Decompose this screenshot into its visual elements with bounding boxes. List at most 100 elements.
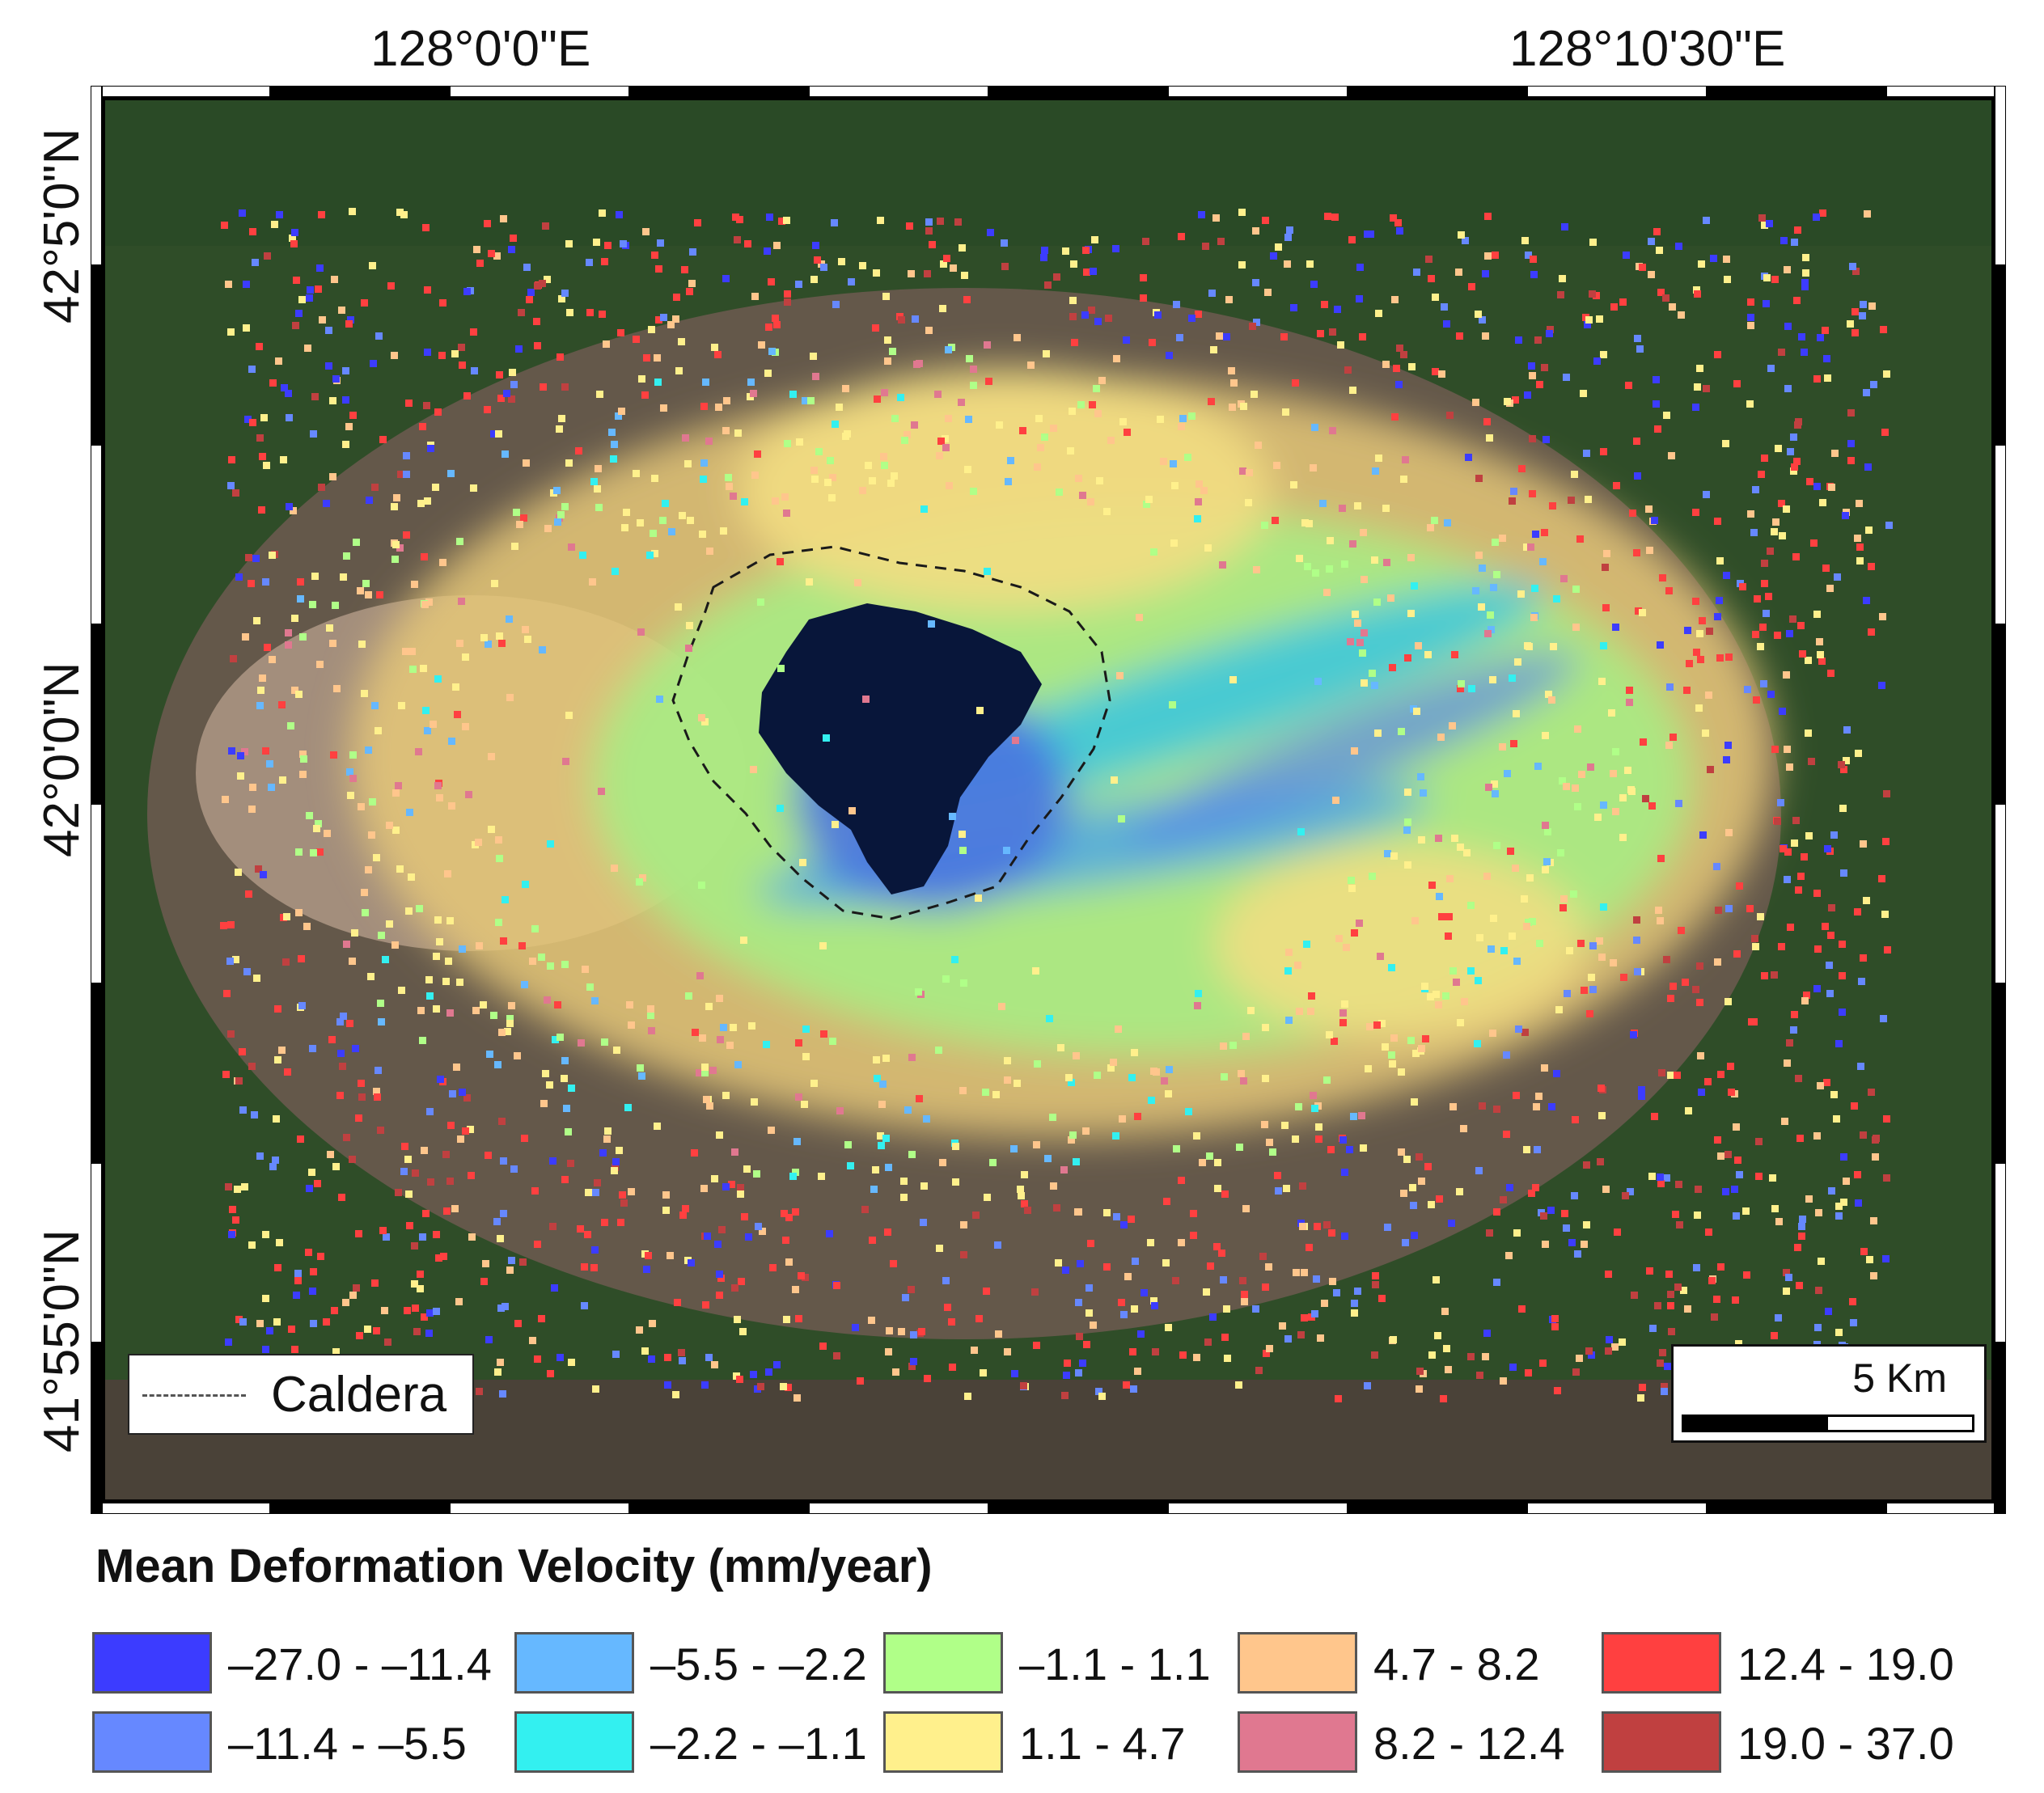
measurement-point xyxy=(1843,1178,1850,1185)
measurement-point xyxy=(361,690,368,697)
measurement-point xyxy=(1553,595,1560,603)
measurement-point xyxy=(462,653,469,661)
measurement-point xyxy=(1056,488,1063,496)
measurement-point xyxy=(1382,505,1390,512)
measurement-point xyxy=(493,1218,501,1225)
measurement-point xyxy=(1307,1008,1314,1015)
measurement-point xyxy=(722,275,730,282)
measurement-point xyxy=(964,1393,971,1400)
measurement-point xyxy=(1826,962,1833,969)
measurement-point xyxy=(1589,986,1597,993)
measurement-point xyxy=(575,447,582,455)
measurement-point xyxy=(1069,313,1077,320)
measurement-point xyxy=(737,1184,744,1191)
deformation-map[interactable] xyxy=(91,86,2006,1514)
measurement-point xyxy=(1395,381,1403,388)
measurement-point xyxy=(1694,290,1701,298)
measurement-point xyxy=(1746,905,1754,912)
measurement-point xyxy=(950,264,957,272)
measurement-point xyxy=(264,644,271,651)
measurement-point xyxy=(376,591,383,598)
measurement-point xyxy=(448,802,455,810)
measurement-point xyxy=(1835,1329,1843,1336)
measurement-point xyxy=(691,1149,698,1157)
measurement-point xyxy=(827,457,834,464)
measurement-point xyxy=(1649,1325,1657,1332)
measurement-point xyxy=(459,945,466,953)
measurement-point xyxy=(459,1089,466,1096)
measurement-point xyxy=(245,890,252,898)
measurement-point xyxy=(1479,1102,1486,1110)
measurement-point xyxy=(1540,1212,1547,1220)
measurement-point xyxy=(1636,345,1644,353)
measurement-point xyxy=(667,321,675,328)
measurement-point xyxy=(439,559,446,566)
measurement-point xyxy=(1223,1305,1230,1313)
measurement-point xyxy=(1236,1144,1243,1151)
measurement-point xyxy=(1714,613,1721,620)
measurement-point xyxy=(1224,1355,1231,1362)
measurement-point xyxy=(1559,777,1566,784)
measurement-point xyxy=(910,1331,917,1338)
measurement-point xyxy=(1703,491,1710,498)
measurement-point xyxy=(939,1159,946,1166)
measurement-point xyxy=(1512,396,1519,404)
measurement-point xyxy=(1598,1085,1605,1092)
measurement-point xyxy=(1303,941,1310,948)
measurement-point xyxy=(1487,611,1494,619)
measurement-point xyxy=(1451,651,1458,658)
measurement-point xyxy=(1714,351,1721,358)
measurement-point xyxy=(1515,336,1522,344)
measurement-point xyxy=(403,471,410,478)
measurement-point xyxy=(1613,482,1620,489)
measurement-point xyxy=(501,896,509,903)
measurement-point xyxy=(311,393,319,400)
measurement-point xyxy=(442,1151,450,1158)
measurement-point xyxy=(1724,998,1732,1005)
measurement-point xyxy=(1751,935,1758,942)
measurement-point xyxy=(386,822,393,829)
measurement-point xyxy=(581,1302,588,1309)
measurement-point xyxy=(1870,1217,1877,1224)
measurement-point xyxy=(1667,1302,1674,1309)
measurement-point xyxy=(637,628,645,636)
measurement-point xyxy=(916,360,923,367)
measurement-point xyxy=(592,1385,599,1393)
measurement-point xyxy=(1727,1063,1734,1070)
measurement-point xyxy=(1528,1190,1535,1197)
measurement-point xyxy=(501,1303,509,1310)
measurement-point xyxy=(281,384,288,391)
measurement-point xyxy=(1794,226,1801,234)
measurement-point xyxy=(744,240,751,247)
measurement-point xyxy=(1692,509,1699,516)
measurement-point xyxy=(945,346,952,353)
measurement-point xyxy=(343,1134,350,1141)
measurement-point xyxy=(1654,425,1661,433)
measurement-point xyxy=(1758,471,1765,478)
measurement-point xyxy=(1432,1276,1440,1283)
measurement-point xyxy=(1518,1305,1526,1313)
measurement-point xyxy=(672,315,679,323)
measurement-point xyxy=(534,1241,541,1248)
graticule-tick xyxy=(91,264,103,446)
measurement-point xyxy=(1839,1009,1846,1016)
measurement-point xyxy=(1683,687,1691,694)
measurement-point xyxy=(766,214,773,221)
measurement-point xyxy=(1576,535,1584,543)
measurement-point xyxy=(309,601,316,608)
measurement-point xyxy=(1178,423,1185,430)
measurement-point xyxy=(421,601,429,608)
measurement-point xyxy=(747,378,755,386)
measurement-point xyxy=(1354,620,1361,627)
measurement-point xyxy=(1703,217,1710,224)
measurement-point xyxy=(1063,1372,1070,1379)
measurement-point xyxy=(1803,992,1810,999)
measurement-point xyxy=(369,262,376,269)
measurement-point xyxy=(1850,1319,1857,1326)
measurement-point xyxy=(300,755,307,763)
measurement-point xyxy=(1445,913,1453,920)
measurement-point xyxy=(1387,594,1394,602)
map-frame[interactable] xyxy=(91,86,2006,1514)
measurement-point xyxy=(521,1135,528,1142)
measurement-point xyxy=(645,1252,652,1259)
